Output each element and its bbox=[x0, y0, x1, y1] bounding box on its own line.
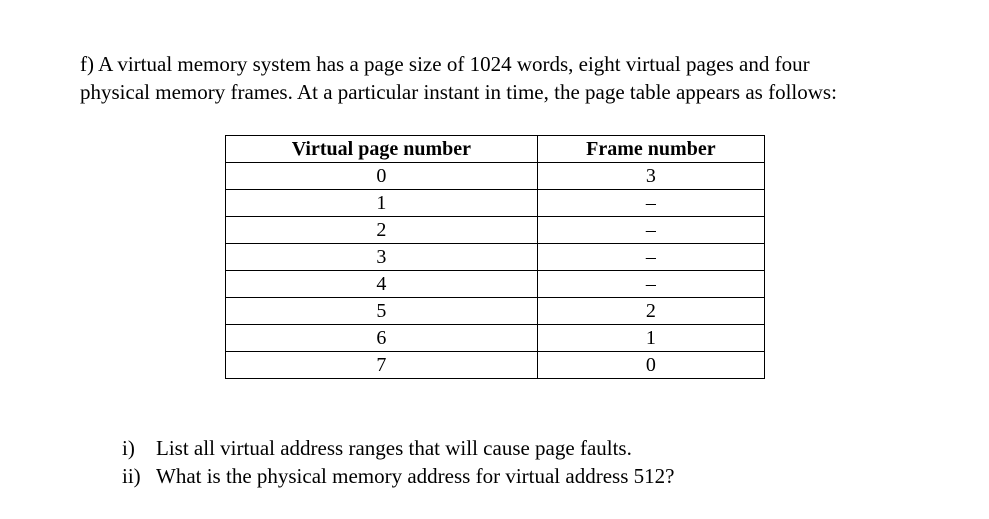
table-row: 7 0 bbox=[225, 351, 764, 378]
cell-vpn: 5 bbox=[225, 297, 538, 324]
page-table-wrap: Virtual page number Frame number 0 3 1 –… bbox=[80, 135, 909, 379]
table-row: 1 – bbox=[225, 189, 764, 216]
col-header-vpn: Virtual page number bbox=[225, 135, 538, 162]
cell-vpn: 4 bbox=[225, 270, 538, 297]
prompt-line-2: physical memory frames. At a particular … bbox=[80, 80, 837, 104]
prompt-line-1: f) A virtual memory system has a page si… bbox=[80, 52, 810, 76]
cell-frame: 1 bbox=[538, 324, 764, 351]
question-number: ii) bbox=[122, 462, 156, 490]
cell-vpn: 0 bbox=[225, 162, 538, 189]
cell-vpn: 2 bbox=[225, 216, 538, 243]
cell-frame: – bbox=[538, 243, 764, 270]
table-row: 0 3 bbox=[225, 162, 764, 189]
cell-frame: 3 bbox=[538, 162, 764, 189]
cell-vpn: 1 bbox=[225, 189, 538, 216]
question-text: List all virtual address ranges that wil… bbox=[156, 434, 632, 462]
question-item: ii) What is the physical memory address … bbox=[122, 462, 909, 490]
table-row: 5 2 bbox=[225, 297, 764, 324]
cell-vpn: 3 bbox=[225, 243, 538, 270]
question-number: i) bbox=[122, 434, 156, 462]
question-item: i) List all virtual address ranges that … bbox=[122, 434, 909, 462]
table-row: 6 1 bbox=[225, 324, 764, 351]
cell-frame: – bbox=[538, 189, 764, 216]
cell-vpn: 7 bbox=[225, 351, 538, 378]
question-prompt: f) A virtual memory system has a page si… bbox=[80, 50, 909, 107]
cell-frame: 2 bbox=[538, 297, 764, 324]
page-content: f) A virtual memory system has a page si… bbox=[0, 0, 989, 490]
cell-frame: – bbox=[538, 216, 764, 243]
col-header-frame: Frame number bbox=[538, 135, 764, 162]
cell-frame: – bbox=[538, 270, 764, 297]
cell-vpn: 6 bbox=[225, 324, 538, 351]
table-row: 2 – bbox=[225, 216, 764, 243]
table-header-row: Virtual page number Frame number bbox=[225, 135, 764, 162]
page-table: Virtual page number Frame number 0 3 1 –… bbox=[225, 135, 765, 379]
table-row: 3 – bbox=[225, 243, 764, 270]
table-row: 4 – bbox=[225, 270, 764, 297]
cell-frame: 0 bbox=[538, 351, 764, 378]
sub-questions: i) List all virtual address ranges that … bbox=[80, 434, 909, 491]
question-text: What is the physical memory address for … bbox=[156, 462, 674, 490]
